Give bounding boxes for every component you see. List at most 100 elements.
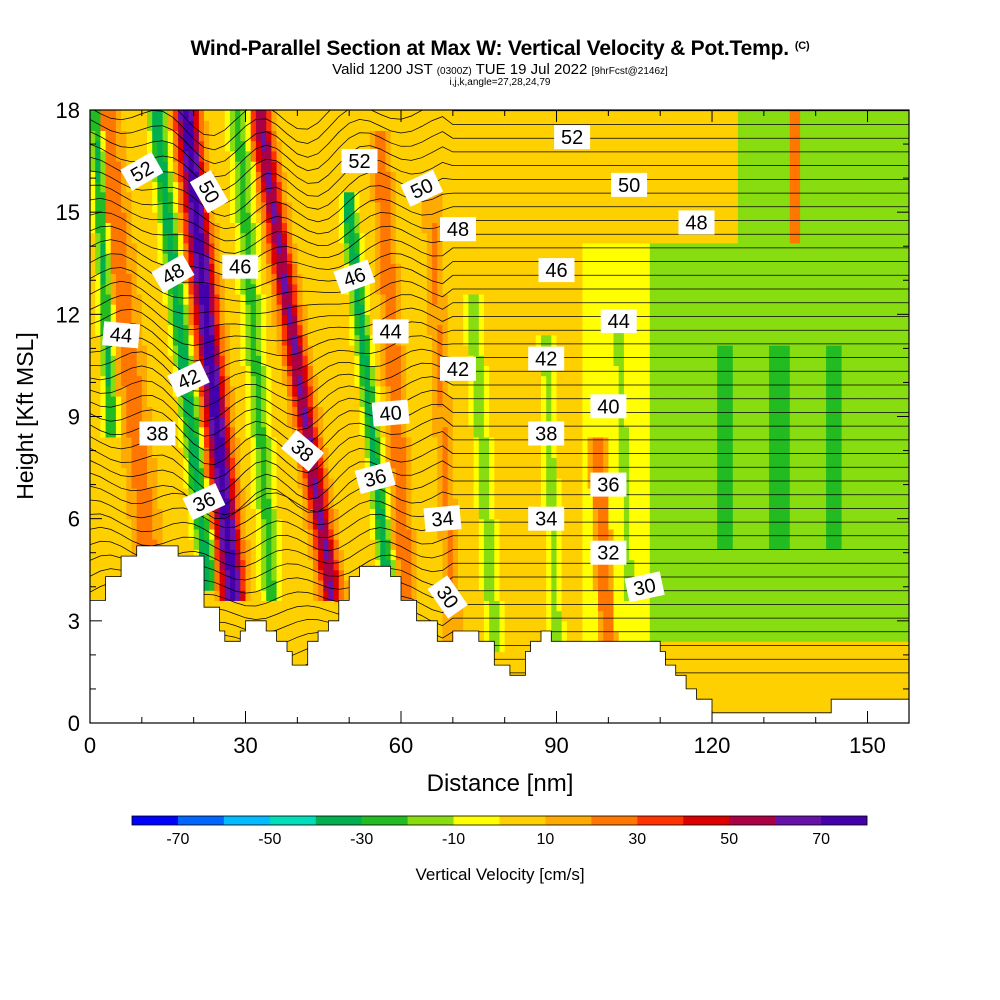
velocity-cell bbox=[504, 590, 511, 601]
velocity-cell bbox=[240, 140, 247, 152]
velocity-cell bbox=[271, 150, 278, 162]
velocity-cell bbox=[312, 539, 319, 550]
velocity-cell bbox=[115, 488, 122, 499]
velocity-cell bbox=[95, 150, 101, 162]
velocity-cell bbox=[463, 426, 469, 438]
velocity-cell bbox=[406, 324, 412, 336]
velocity-cell bbox=[224, 396, 231, 407]
velocity-cell bbox=[359, 222, 366, 234]
velocity-cell bbox=[489, 467, 495, 479]
velocity-cell bbox=[318, 355, 324, 366]
velocity-cell bbox=[188, 457, 195, 469]
velocity-cell bbox=[209, 600, 215, 612]
velocity-cell bbox=[401, 253, 407, 264]
velocity-cell bbox=[204, 406, 210, 418]
velocity-cell bbox=[188, 181, 195, 193]
velocity-cell bbox=[167, 140, 174, 152]
velocity-cell bbox=[483, 110, 490, 121]
velocity-cell bbox=[411, 263, 418, 274]
velocity-cell bbox=[302, 283, 309, 295]
velocity-cell bbox=[266, 232, 272, 244]
velocity-cell bbox=[178, 314, 184, 326]
velocity-cell bbox=[354, 477, 361, 489]
velocity-cell bbox=[421, 590, 428, 601]
velocity-cell bbox=[364, 110, 371, 121]
velocity-cell bbox=[271, 212, 278, 223]
velocity-cell bbox=[452, 406, 459, 418]
velocity-cell bbox=[287, 242, 293, 254]
velocity-cell bbox=[307, 569, 314, 581]
velocity-cell bbox=[411, 580, 418, 591]
velocity-cell bbox=[515, 518, 521, 530]
velocity-cell bbox=[100, 273, 107, 285]
velocity-cell bbox=[271, 580, 278, 591]
velocity-cell bbox=[478, 580, 485, 591]
velocity-cell bbox=[515, 528, 521, 540]
velocity-cell bbox=[354, 201, 361, 213]
velocity-cell bbox=[281, 518, 288, 530]
velocity-cell bbox=[333, 232, 340, 244]
velocity-cell bbox=[172, 171, 179, 183]
velocity-cell bbox=[333, 549, 340, 561]
velocity-cell bbox=[509, 273, 516, 285]
velocity-cell bbox=[90, 191, 96, 203]
velocity-cell bbox=[297, 406, 304, 418]
velocity-cell bbox=[178, 293, 184, 305]
velocity-cell bbox=[193, 140, 200, 152]
velocity-cell bbox=[292, 324, 298, 336]
velocity-cell bbox=[224, 304, 231, 315]
velocity-cell bbox=[167, 242, 174, 254]
velocity-cell bbox=[307, 518, 314, 530]
velocity-cell bbox=[307, 365, 314, 377]
velocity-cell bbox=[204, 140, 210, 152]
velocity-cell bbox=[250, 201, 257, 213]
velocity-cell bbox=[426, 396, 433, 407]
velocity-cell bbox=[224, 385, 231, 397]
velocity-cell bbox=[178, 334, 184, 346]
velocity-cell bbox=[359, 130, 366, 142]
velocity-cell bbox=[297, 539, 304, 550]
velocity-cell bbox=[167, 498, 174, 509]
velocity-cell bbox=[499, 161, 506, 172]
velocity-cell bbox=[147, 222, 153, 234]
velocity-cell bbox=[494, 600, 501, 612]
velocity-cell bbox=[240, 110, 247, 121]
velocity-cell bbox=[131, 549, 138, 561]
velocity-cell bbox=[302, 620, 309, 632]
velocity-cell bbox=[147, 385, 153, 397]
velocity-cell bbox=[178, 416, 184, 428]
velocity-cell bbox=[100, 201, 107, 213]
velocity-cell bbox=[245, 324, 252, 336]
velocity-cell bbox=[499, 426, 506, 438]
velocity-cell bbox=[261, 201, 267, 213]
velocity-cell bbox=[312, 559, 319, 571]
velocity-cell bbox=[152, 528, 158, 540]
velocity-cell bbox=[110, 171, 117, 183]
velocity-cell bbox=[204, 304, 210, 315]
velocity-cell bbox=[302, 201, 309, 213]
velocity-cell bbox=[328, 140, 335, 152]
velocity-cell bbox=[307, 171, 314, 183]
velocity-cell bbox=[198, 150, 205, 162]
velocity-cell bbox=[494, 171, 501, 183]
velocity-cell bbox=[136, 345, 143, 356]
velocity-cell bbox=[323, 232, 330, 244]
velocity-cell bbox=[338, 549, 345, 561]
velocity-cell bbox=[504, 508, 511, 520]
velocity-cell bbox=[136, 120, 143, 131]
velocity-cell bbox=[276, 436, 283, 448]
velocity-cell bbox=[463, 385, 469, 397]
velocity-cell bbox=[240, 334, 247, 346]
velocity-cell bbox=[344, 242, 350, 254]
velocity-cell bbox=[198, 457, 205, 469]
velocity-cell bbox=[494, 212, 501, 223]
velocity-cell bbox=[209, 355, 215, 366]
velocity-cell bbox=[515, 488, 521, 499]
velocity-cell bbox=[255, 171, 262, 183]
velocity-cell bbox=[323, 324, 330, 336]
velocity-cell bbox=[131, 477, 138, 489]
velocity-cell bbox=[255, 191, 262, 203]
velocity-cell bbox=[432, 549, 438, 561]
velocity-cell bbox=[141, 396, 148, 407]
velocity-cell bbox=[250, 334, 257, 346]
